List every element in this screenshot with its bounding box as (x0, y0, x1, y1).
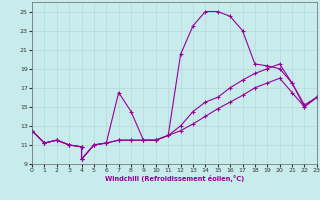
X-axis label: Windchill (Refroidissement éolien,°C): Windchill (Refroidissement éolien,°C) (105, 175, 244, 182)
